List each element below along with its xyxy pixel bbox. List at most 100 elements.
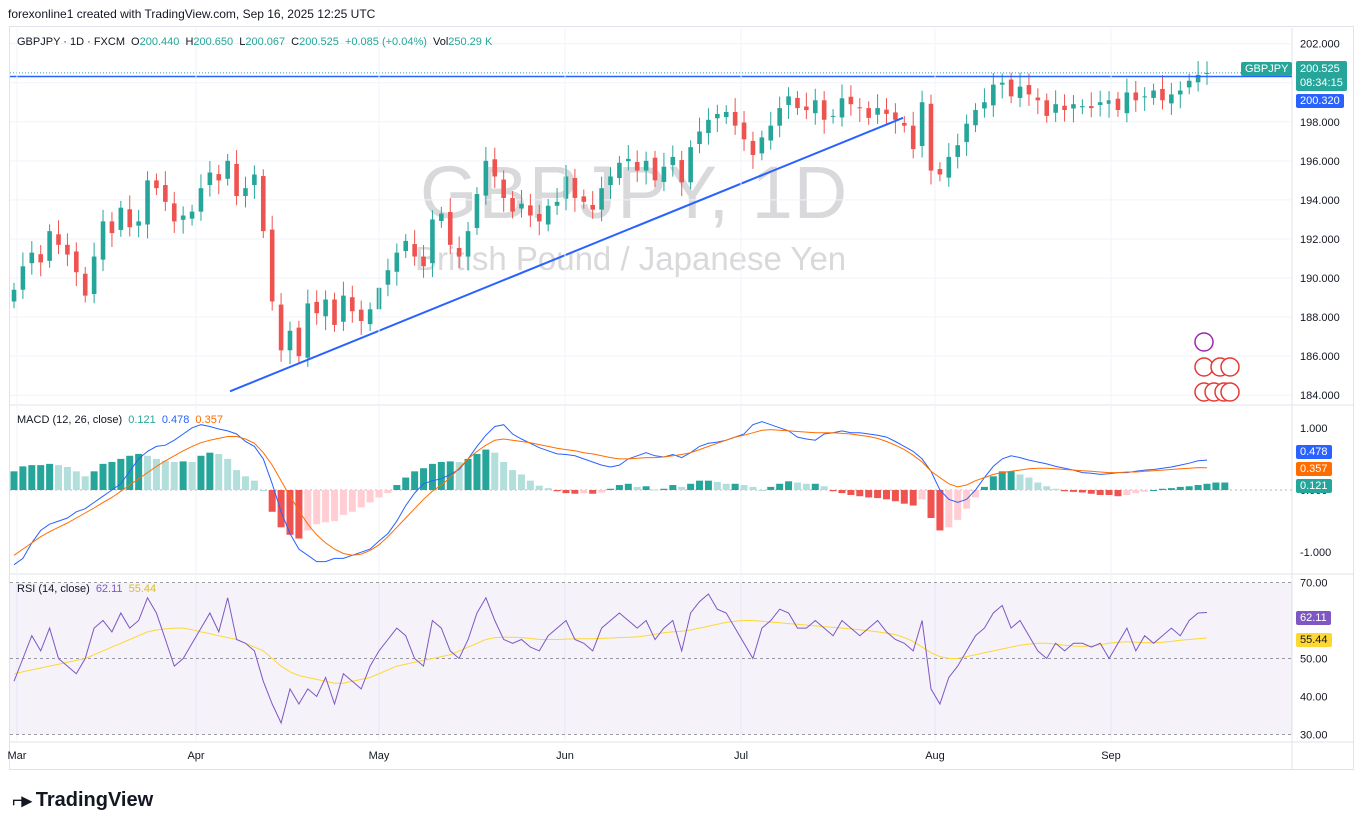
macd-histogram-bar xyxy=(1212,482,1220,490)
macd-histogram-bar xyxy=(954,490,962,520)
macd-histogram-bar xyxy=(286,490,294,535)
candle-body xyxy=(528,205,533,216)
rsi-title[interactable]: RSI (14, close) xyxy=(17,583,90,595)
candle-body xyxy=(20,266,26,290)
line-price-tag: 200.320 xyxy=(1296,94,1344,108)
macd-histogram-bar xyxy=(998,471,1006,490)
symbol-label[interactable]: GBPJPY · 1D · FXCM xyxy=(17,36,125,48)
macd-histogram-bar xyxy=(473,453,481,490)
macd-histogram-bar xyxy=(179,461,187,490)
macd-histogram-bar xyxy=(1203,483,1211,490)
candle-body xyxy=(154,180,159,189)
price-tick-label: 186.000 xyxy=(1300,351,1340,363)
candle-body xyxy=(661,166,667,182)
candle-body xyxy=(1044,100,1050,116)
macd-histogram-bar xyxy=(384,490,392,494)
candle-body xyxy=(973,110,978,126)
attribution-header: forexonline1 created with TradingView.co… xyxy=(8,7,376,21)
macd-histogram-bar xyxy=(607,488,614,490)
macd-histogram-bar xyxy=(464,458,472,490)
x-axis-label: Aug xyxy=(925,750,945,762)
candle-body xyxy=(385,270,391,285)
macd-histogram-bar xyxy=(224,458,232,490)
candle-body xyxy=(439,213,444,221)
candle-body xyxy=(474,194,480,229)
candle-body xyxy=(100,221,106,260)
candle-body xyxy=(1160,88,1165,101)
macd-histogram-bar xyxy=(1016,474,1024,490)
macd-histogram-bar xyxy=(1096,490,1104,495)
rsi-value: 62.11 xyxy=(95,583,123,595)
candle-body xyxy=(180,215,186,220)
high-label: H xyxy=(185,36,194,48)
last-price-tag: 200.525 08:34:15 xyxy=(1296,61,1347,91)
last-price-value: 200.525 xyxy=(1300,63,1340,75)
price-tick-label: 192.000 xyxy=(1300,234,1340,246)
candle-body xyxy=(875,108,880,115)
macd-histogram-bar xyxy=(562,490,570,494)
candle-body xyxy=(706,119,711,134)
candle-body xyxy=(323,299,328,317)
macd-histogram-bar xyxy=(535,485,543,490)
candle-body xyxy=(1106,100,1112,104)
candle-body xyxy=(296,327,302,357)
candle-body xyxy=(1053,104,1058,113)
economic-event-icon xyxy=(1194,332,1214,352)
candle-body xyxy=(403,240,409,252)
candle-body xyxy=(465,231,471,257)
tradingview-logo[interactable]: ⌐▸ TradingView xyxy=(12,788,153,813)
macd-histogram-bar xyxy=(865,490,873,498)
candle-body xyxy=(554,201,560,206)
macd-histogram-bar xyxy=(268,490,276,512)
macd-histogram-bar xyxy=(624,483,632,490)
macd-histogram-bar xyxy=(117,458,125,490)
candle-body xyxy=(1008,79,1014,97)
macd-histogram-bar xyxy=(500,462,508,490)
macd-histogram-bar xyxy=(856,490,864,497)
macd-histogram-bar xyxy=(589,490,597,494)
candle-body xyxy=(937,169,943,175)
candle-body xyxy=(91,256,97,295)
macd-histogram-bar xyxy=(1105,490,1113,495)
macd-histogram-bar xyxy=(785,481,793,490)
macd-histogram-bar xyxy=(900,490,908,504)
candle-body xyxy=(643,160,649,171)
macd-histogram-bar xyxy=(259,490,267,491)
rsi-tick-label: 30.00 xyxy=(1300,729,1328,741)
x-axis-label: Jul xyxy=(734,750,748,762)
candle-body xyxy=(1142,96,1147,98)
macd-histogram-bar xyxy=(713,481,721,490)
macd-histogram-bar xyxy=(1150,490,1158,491)
macd-histogram-bar xyxy=(829,490,837,492)
candle-body xyxy=(447,212,453,245)
candle-body xyxy=(679,160,685,183)
symbol-legend: GBPJPY · 1D · FXCM O200.440 H200.650 L20… xyxy=(17,36,495,48)
macd-line-value: 0.478 xyxy=(161,414,190,426)
macd-histogram-bar xyxy=(250,480,258,490)
candle-body xyxy=(65,244,70,255)
candle-body xyxy=(350,297,355,312)
candle-body xyxy=(501,179,506,198)
rsi-tick-label: 70.00 xyxy=(1300,578,1328,590)
macd-histogram-bar xyxy=(918,490,926,500)
volume-value: 250.29 K xyxy=(448,36,493,48)
macd-title[interactable]: MACD (12, 26, close) xyxy=(17,414,123,426)
candle-body xyxy=(243,188,248,196)
candle-body xyxy=(314,301,320,314)
watermark-ticker: GBPJPY, 1D xyxy=(420,151,849,234)
macd-histogram-bar xyxy=(357,490,365,508)
macd-histogram-bar xyxy=(491,452,499,490)
macd-histogram-bar xyxy=(989,476,997,490)
candle-body xyxy=(225,160,230,179)
macd-tick-label: 1.000 xyxy=(1300,423,1328,435)
candle-body xyxy=(260,176,266,232)
candle-body xyxy=(82,273,88,296)
macd-histogram-bar xyxy=(1007,471,1015,490)
candle-body xyxy=(412,244,417,257)
candle-body xyxy=(688,147,693,183)
macd-histogram-bar xyxy=(740,485,748,490)
candle-body xyxy=(545,205,551,225)
candle-body xyxy=(29,252,35,264)
candle-body xyxy=(394,252,400,272)
